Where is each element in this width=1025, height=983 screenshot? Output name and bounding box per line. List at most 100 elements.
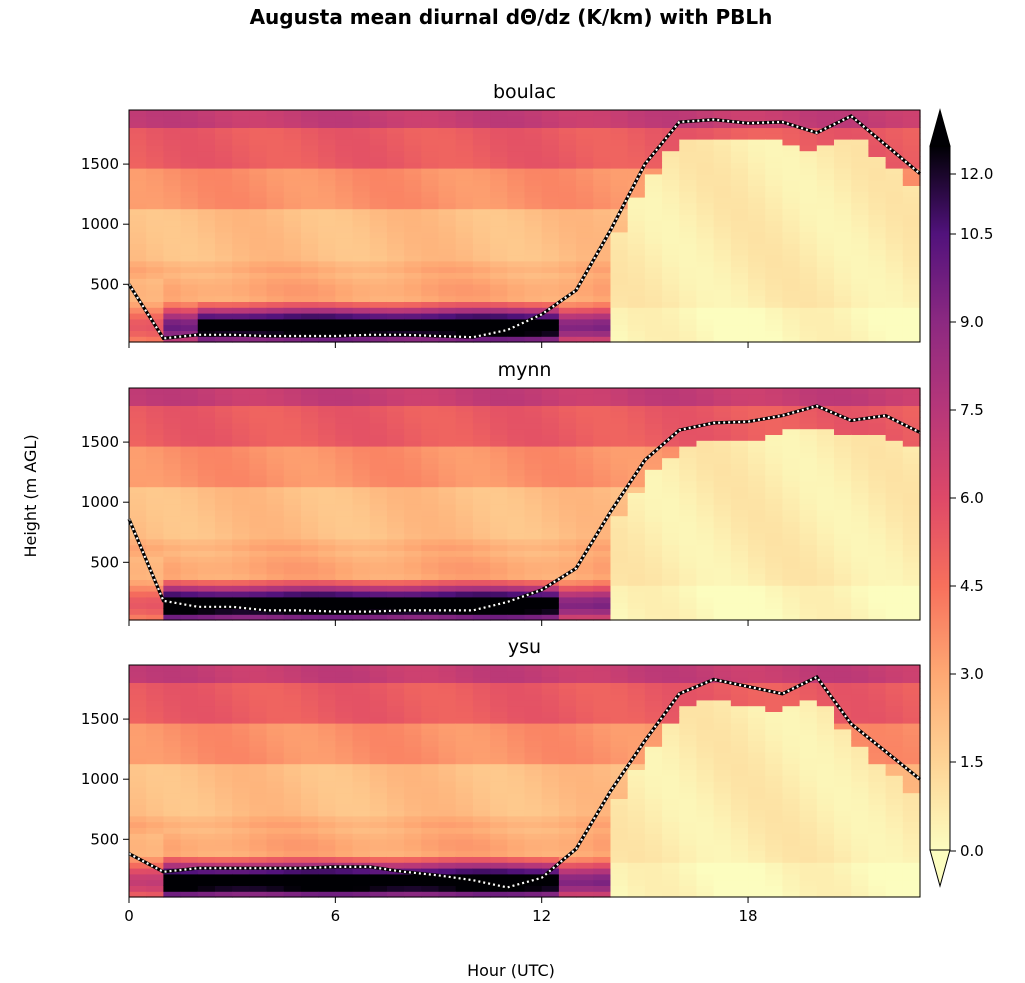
- heatmap-cell: [558, 336, 577, 343]
- heatmap-cell: [386, 717, 405, 724]
- heatmap-cell: [593, 266, 612, 273]
- heatmap-cell: [558, 717, 577, 724]
- heatmap-cell: [438, 202, 457, 210]
- heatmap-cell: [524, 798, 543, 805]
- heatmap-cell: [558, 469, 577, 476]
- heatmap-cell: [610, 121, 629, 128]
- heatmap-cell: [576, 850, 594, 857]
- heatmap-cell: [369, 705, 388, 712]
- heatmap-cell: [438, 330, 457, 337]
- heatmap-cell: [765, 475, 784, 482]
- heatmap-cell: [386, 208, 405, 215]
- heatmap-cell: [558, 757, 577, 765]
- heatmap-cell: [335, 446, 354, 453]
- heatmap-cell: [318, 781, 336, 788]
- heatmap-cell: [851, 231, 870, 239]
- heatmap-cell: [765, 608, 784, 615]
- heatmap-cell: [765, 428, 784, 435]
- heatmap-cell: [524, 127, 543, 134]
- heatmap-cell: [180, 717, 199, 724]
- heatmap-cell: [404, 156, 422, 163]
- heatmap-cell: [300, 168, 319, 175]
- heatmap-cell: [593, 676, 612, 683]
- heatmap-cell: [644, 804, 663, 811]
- heatmap-cell: [902, 139, 921, 146]
- heatmap-cell: [644, 121, 663, 128]
- heatmap-cell: [576, 144, 594, 152]
- heatmap-cell: [197, 417, 216, 424]
- heatmap-cell: [541, 272, 560, 279]
- heatmap-cell: [180, 810, 199, 817]
- heatmap-cell: [576, 127, 594, 134]
- heatmap-cell: [180, 405, 199, 412]
- heatmap-cell: [421, 121, 440, 128]
- heatmap-cell: [369, 699, 388, 707]
- heatmap-cell: [507, 260, 526, 268]
- heatmap-cell: [593, 757, 612, 765]
- heatmap-cell: [129, 226, 147, 233]
- heatmap-cell: [610, 417, 629, 424]
- heatmap-cell: [868, 469, 887, 476]
- heatmap-cell: [180, 475, 199, 482]
- heatmap-cell: [524, 208, 543, 215]
- heatmap-cell: [249, 885, 268, 892]
- heatmap-cell: [266, 550, 285, 557]
- heatmap-cell: [318, 573, 336, 580]
- heatmap-cell: [610, 579, 629, 586]
- heatmap-cell: [180, 827, 199, 834]
- heatmap-cell: [335, 792, 354, 799]
- heatmap-cell: [438, 208, 457, 215]
- heatmap-cell: [197, 723, 216, 730]
- heatmap-cell: [197, 336, 216, 343]
- heatmap-cell: [782, 255, 801, 262]
- heatmap-cell: [197, 891, 216, 898]
- heatmap-cell: [404, 231, 422, 239]
- heatmap-cell: [163, 509, 182, 517]
- heatmap-cell: [558, 786, 577, 794]
- heatmap-cell: [627, 868, 646, 875]
- heatmap-cell: [748, 550, 766, 557]
- heatmap-cell: [834, 591, 852, 598]
- heatmap-cell: [163, 197, 182, 204]
- heatmap-cell: [816, 469, 835, 476]
- heatmap-cell: [507, 324, 526, 331]
- heatmap-cell: [300, 688, 319, 695]
- heatmap-cell: [300, 827, 319, 834]
- heatmap-cell: [507, 567, 526, 575]
- heatmap-cell: [507, 295, 526, 302]
- heatmap-cell: [335, 705, 354, 712]
- heatmap-cell: [644, 214, 663, 221]
- heatmap-cell: [335, 538, 354, 546]
- heatmap-cell: [507, 699, 526, 707]
- heatmap-cell: [627, 260, 646, 268]
- heatmap-cell: [593, 469, 612, 476]
- heatmap-cell: [300, 336, 319, 343]
- heatmap-cell: [369, 295, 388, 302]
- heatmap-cell: [438, 243, 457, 250]
- heatmap-cell: [404, 115, 422, 123]
- heatmap-cell: [524, 260, 543, 268]
- heatmap-cell: [386, 324, 405, 331]
- heatmap-cell: [524, 237, 543, 244]
- heatmap-cell: [232, 821, 250, 828]
- heatmap-cell: [146, 480, 164, 488]
- heatmap-cell: [851, 260, 870, 268]
- heatmap-cell: [816, 156, 835, 163]
- heatmap-cell: [834, 504, 852, 511]
- heatmap-cell: [558, 272, 577, 279]
- heatmap-cell: [249, 243, 268, 250]
- heatmap-cell: [180, 521, 199, 528]
- heatmap-cell: [318, 769, 336, 776]
- heatmap-cell: [421, 260, 440, 268]
- heatmap-cell: [163, 504, 182, 511]
- heatmap-cell: [524, 486, 543, 493]
- heatmap-cell: [748, 313, 766, 320]
- heatmap-cell: [730, 411, 749, 418]
- heatmap-cell: [662, 670, 680, 678]
- heatmap-cell: [421, 208, 440, 215]
- heatmap-cell: [335, 591, 354, 598]
- heatmap-cell: [386, 723, 405, 730]
- heatmap-cell: [902, 417, 921, 424]
- heatmap-cell: [610, 781, 629, 788]
- heatmap-cell: [610, 226, 629, 233]
